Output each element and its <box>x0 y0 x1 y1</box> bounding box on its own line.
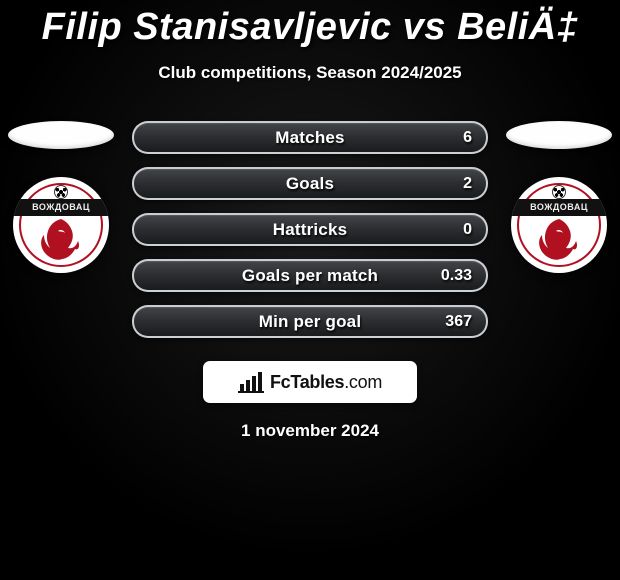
stat-label: Goals per match <box>242 266 378 286</box>
stat-value-right: 0.33 <box>441 267 472 285</box>
stat-bar-min-per-goal: Min per goal 367 <box>132 305 488 338</box>
subtitle: Club competitions, Season 2024/2025 <box>0 63 620 83</box>
stat-value-right: 0 <box>463 221 472 239</box>
left-player-col: ВОЖДОВАЦ <box>6 121 116 273</box>
stat-label: Matches <box>275 128 344 148</box>
branding-badge[interactable]: FcTables.com <box>203 361 417 403</box>
brand-name: FcTables <box>270 372 344 392</box>
stat-value-right: 2 <box>463 175 472 193</box>
main-row: ВОЖДОВАЦ Matches 6 Goals 2 Hattricks 0 G… <box>0 121 620 338</box>
crest-band: ВОЖДОВАЦ <box>13 199 109 216</box>
stats-bars: Matches 6 Goals 2 Hattricks 0 Goals per … <box>132 121 488 338</box>
branding-text: FcTables.com <box>270 372 382 393</box>
stat-bar-goals-per-match: Goals per match 0.33 <box>132 259 488 292</box>
soccer-ball-icon <box>552 185 566 199</box>
dragon-icon <box>530 215 588 263</box>
left-flag-icon <box>8 121 114 149</box>
stat-label: Min per goal <box>259 312 362 332</box>
stat-value-right: 367 <box>445 313 472 331</box>
stat-label: Goals <box>286 174 334 194</box>
stat-value-right: 6 <box>463 129 472 147</box>
comparison-card: Filip Stanisavljevic vs BeliÄ‡ Club comp… <box>0 0 620 580</box>
soccer-ball-icon <box>54 185 68 199</box>
right-player-col: ВОЖДОВАЦ <box>504 121 614 273</box>
dragon-icon <box>32 215 90 263</box>
left-club-crest: ВОЖДОВАЦ <box>13 177 109 273</box>
bar-chart-icon <box>238 371 264 393</box>
footer-date: 1 november 2024 <box>0 421 620 441</box>
page-title: Filip Stanisavljevic vs BeliÄ‡ <box>0 0 620 49</box>
stat-label: Hattricks <box>273 220 348 240</box>
stat-bar-hattricks: Hattricks 0 <box>132 213 488 246</box>
stat-bar-matches: Matches 6 <box>132 121 488 154</box>
right-club-crest: ВОЖДОВАЦ <box>511 177 607 273</box>
stat-bar-goals: Goals 2 <box>132 167 488 200</box>
right-flag-icon <box>506 121 612 149</box>
brand-suffix: .com <box>344 372 382 392</box>
crest-band: ВОЖДОВАЦ <box>511 199 607 216</box>
